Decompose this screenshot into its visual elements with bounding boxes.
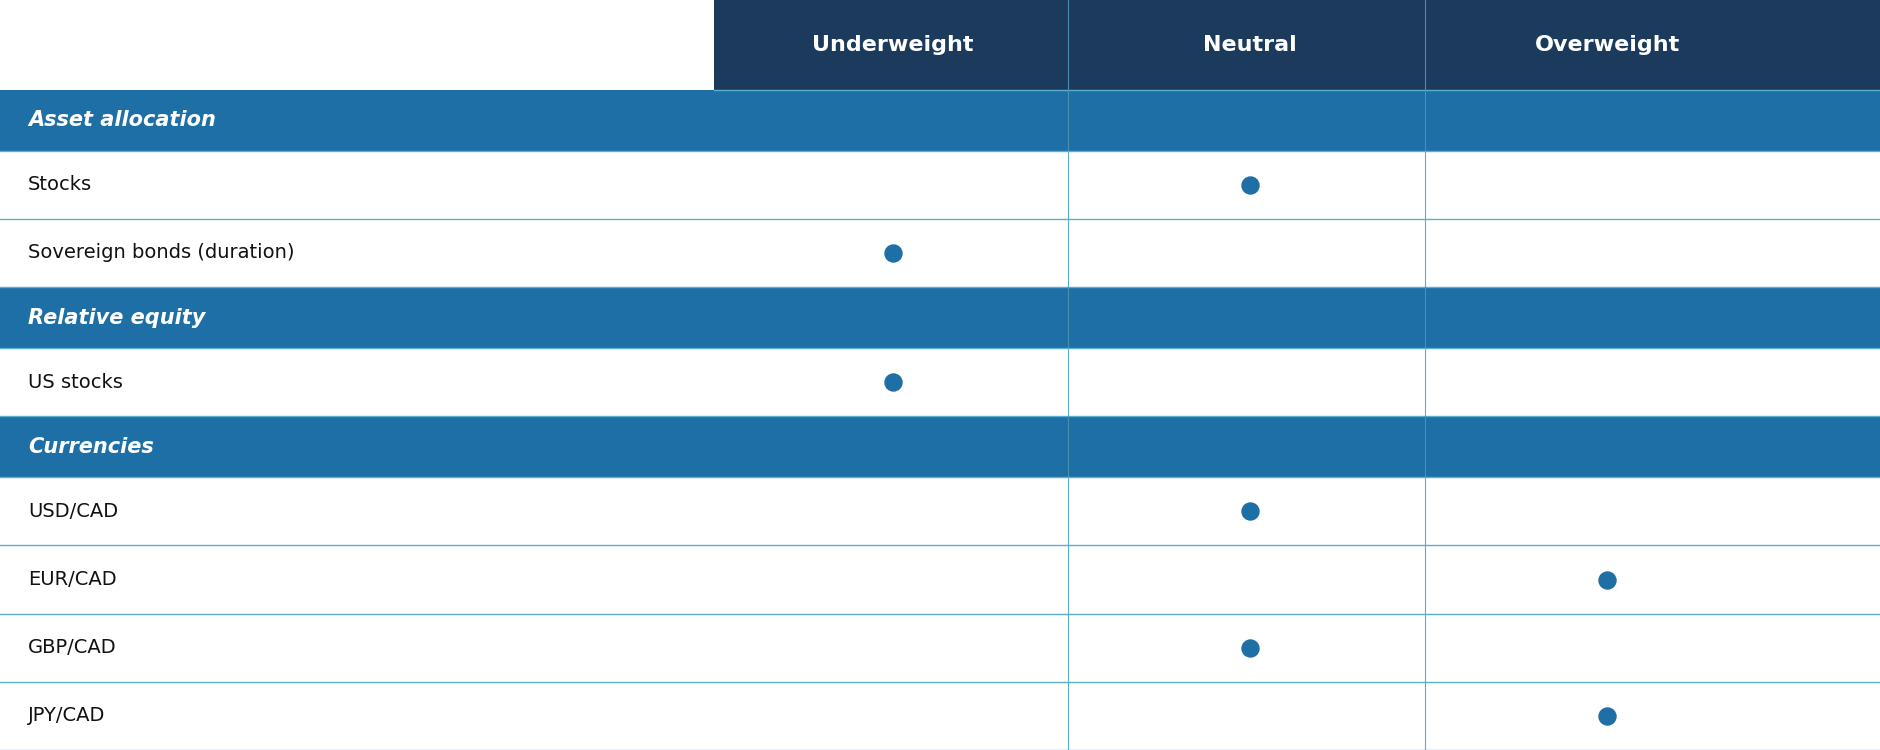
Bar <box>0 90 1880 151</box>
Bar <box>0 682 1880 750</box>
Point <box>878 376 908 388</box>
Bar <box>0 219 1880 287</box>
Text: Asset allocation: Asset allocation <box>28 110 216 130</box>
Bar <box>0 416 1880 477</box>
Point <box>1235 506 1265 518</box>
Text: EUR/CAD: EUR/CAD <box>28 570 117 589</box>
Point <box>1235 178 1265 190</box>
Bar <box>0 348 1880 416</box>
Text: Overweight: Overweight <box>1534 34 1681 55</box>
Bar <box>0 151 1880 219</box>
Point <box>1592 574 1622 586</box>
Bar <box>0 614 1880 682</box>
Point <box>878 247 908 259</box>
Text: US stocks: US stocks <box>28 373 122 392</box>
Text: Neutral: Neutral <box>1203 34 1297 55</box>
Bar <box>0 545 1880 614</box>
Bar <box>0 477 1880 545</box>
Text: Currencies: Currencies <box>28 436 154 457</box>
Point <box>1235 642 1265 654</box>
Text: JPY/CAD: JPY/CAD <box>28 706 105 725</box>
Text: Relative equity: Relative equity <box>28 308 205 328</box>
Text: USD/CAD: USD/CAD <box>28 502 118 520</box>
Text: Stocks: Stocks <box>28 176 92 194</box>
Text: Underweight: Underweight <box>812 34 974 55</box>
Point <box>1592 710 1622 722</box>
Text: Sovereign bonds (duration): Sovereign bonds (duration) <box>28 244 295 262</box>
Bar <box>0 287 1880 348</box>
Bar <box>714 0 1880 90</box>
Text: GBP/CAD: GBP/CAD <box>28 638 117 657</box>
